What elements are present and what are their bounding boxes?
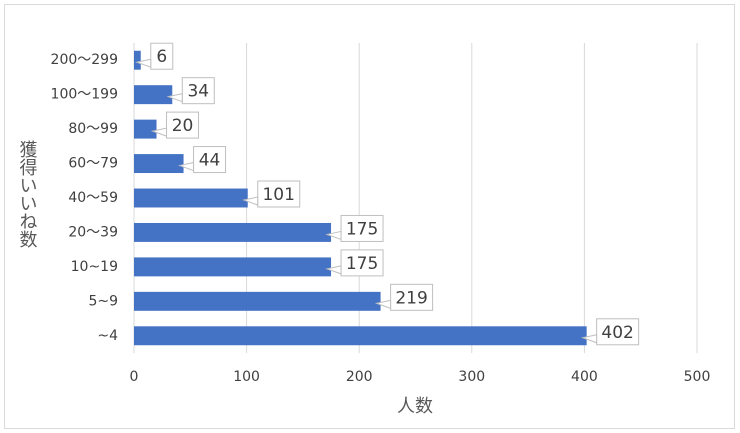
bar	[134, 257, 332, 277]
y-tick-label: 100〜199	[51, 87, 118, 103]
data-label: 402	[601, 323, 633, 343]
bar	[134, 50, 141, 70]
data-label-box	[166, 111, 200, 139]
y-axis-label: 獲得いいね数	[17, 140, 38, 248]
y-tick-label: 60〜79	[68, 156, 118, 172]
x-tick-label: 500	[684, 369, 711, 385]
data-label-pointer	[134, 58, 152, 68]
data-label-pointer	[177, 161, 195, 172]
y-tick-label: 80〜99	[68, 121, 118, 137]
data-label-box	[340, 249, 384, 277]
y-tick-label: ~4	[97, 328, 118, 344]
data-label: 6	[156, 47, 167, 67]
data-label: 175	[346, 254, 378, 274]
data-label-box	[596, 318, 640, 346]
data-label-pointer	[580, 334, 598, 344]
data-label-box	[340, 214, 384, 242]
data-label: 34	[187, 82, 209, 102]
y-tick-label: 5~9	[88, 293, 118, 309]
x-tick-label: 400	[571, 369, 598, 385]
x-axis-label: 人数	[397, 396, 433, 417]
bar	[134, 85, 173, 105]
data-label-pointer	[325, 265, 342, 275]
x-tick-label: 0	[130, 369, 139, 385]
data-label-box	[150, 42, 174, 70]
bar	[134, 222, 332, 242]
data-label: 101	[262, 185, 294, 205]
data-label-box	[390, 283, 434, 311]
data-label-box	[257, 180, 301, 208]
data-label-pointer	[150, 127, 168, 137]
x-tick-label: 200	[346, 369, 373, 385]
data-label-pointer	[325, 230, 342, 241]
data-label: 44	[199, 151, 221, 171]
data-label-box	[193, 146, 227, 174]
data-label: 175	[346, 219, 378, 239]
y-tick-label: 200〜299	[51, 52, 118, 68]
data-label-pointer	[374, 299, 392, 310]
y-tick-label: 10~19	[71, 259, 118, 275]
data-label: 20	[172, 116, 194, 136]
bar	[134, 326, 587, 346]
x-tick-label: 100	[233, 369, 260, 385]
bar	[134, 291, 381, 311]
bar	[134, 119, 157, 139]
y-tick-label: 40〜59	[68, 190, 118, 206]
data-label-box	[181, 77, 215, 105]
data-label: 219	[395, 288, 427, 308]
data-label-pointer	[166, 93, 183, 103]
data-label-pointer	[241, 196, 259, 206]
bar	[134, 188, 248, 208]
bar	[134, 154, 184, 174]
y-tick-label: 20〜39	[68, 224, 118, 240]
x-tick-label: 300	[458, 369, 485, 385]
